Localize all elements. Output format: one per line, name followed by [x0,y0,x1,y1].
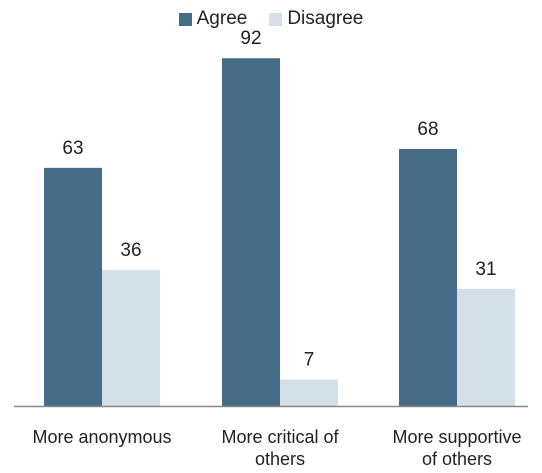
data-label-disagree-3: 31 [475,259,496,280]
legend-label-disagree: Disagree [287,8,364,29]
legend-swatch-disagree [269,12,283,26]
data-label-agree-1: 63 [62,138,83,159]
category-label-3-line-2: of others [422,449,492,469]
bar-agree-1 [44,167,102,406]
category-label-3-line-1: More supportive [392,427,521,447]
legend-swatch-agree [178,12,192,26]
data-label-disagree-1: 36 [120,240,141,261]
legend-item-agree: Agree [178,8,248,30]
bar-disagree-1 [102,269,160,406]
bar-disagree-3 [457,288,515,406]
bar-disagree-2 [280,379,338,406]
legend-item-disagree: Disagree [269,8,363,30]
legend-label-agree: Agree [196,8,248,29]
bar-agree-3 [399,148,457,406]
chart-legend: Agree Disagree [0,8,542,30]
data-label-disagree-2: 7 [304,350,315,371]
category-label-1-line-1: More anonymous [32,427,171,447]
category-label-2-line-1: More critical of [221,427,339,447]
bar-agree-2 [222,58,280,407]
data-label-agree-3: 68 [417,119,438,140]
data-label-agree-2: 92 [240,28,261,49]
category-label-2-line-2: others [255,449,305,469]
